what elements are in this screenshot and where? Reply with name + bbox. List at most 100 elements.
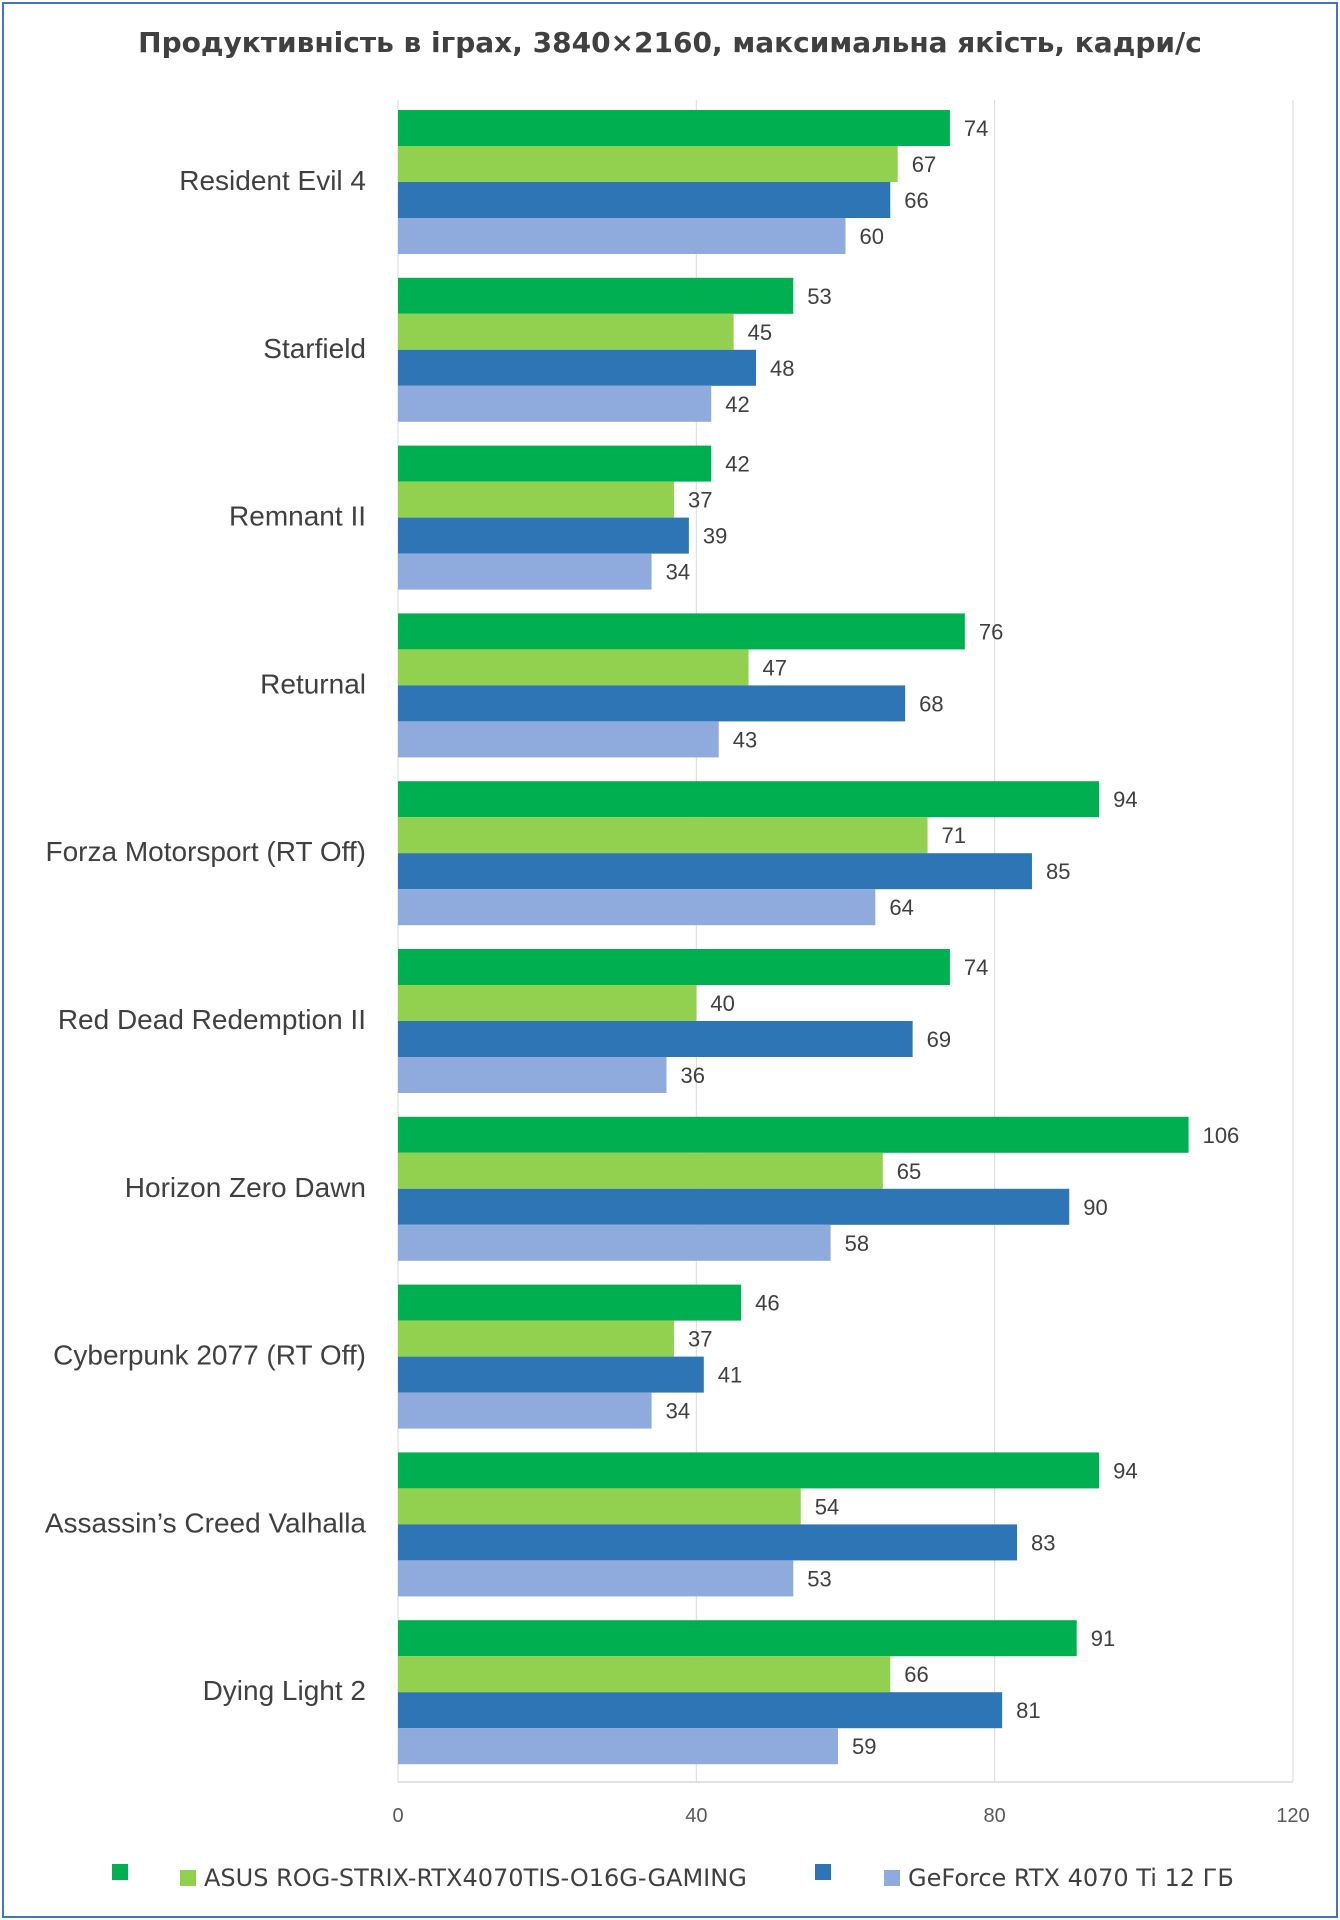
bar	[398, 1224, 831, 1261]
data-label: 74	[964, 116, 988, 141]
legend-label-4: GeForce RTX 4070 Ti 12 ГБ	[908, 1864, 1234, 1892]
bar	[398, 1656, 891, 1693]
data-label: 85	[1046, 859, 1070, 884]
data-label: 54	[815, 1494, 839, 1519]
legend-label-2: ASUS ROG-STRIX-RTX4070TIS-O16G-GAMING	[204, 1864, 747, 1892]
data-label: 68	[919, 691, 943, 716]
data-label: 66	[904, 188, 928, 213]
category-label: Red Dead Redemption II	[58, 1004, 366, 1035]
bar	[398, 889, 876, 926]
x-tick-label: 80	[984, 1805, 1006, 1827]
data-label: 58	[845, 1231, 869, 1256]
bars	[398, 110, 1189, 1765]
category-label: Starfield	[263, 333, 366, 364]
data-label: 76	[979, 619, 1003, 644]
bar	[398, 481, 674, 518]
data-label: 39	[703, 524, 727, 549]
bar	[398, 517, 689, 554]
bar	[398, 1116, 1189, 1153]
bar	[398, 313, 734, 350]
legend-swatch-4	[884, 1870, 900, 1886]
x-tick-label: 0	[392, 1805, 403, 1827]
labels: 0 40 80 120 Resident Evil 4 74 67 66 60 Starfield…	[45, 116, 1310, 1827]
data-label: 46	[755, 1291, 779, 1316]
legend-item-2: ASUS ROG-STRIX-RTX4070TIS-O16G-GAMING	[180, 1864, 747, 1892]
legend: ASUS ROG-STRIX-RTX4070TIS-O16G-GAMING Ge…	[0, 1858, 1340, 1898]
data-label: 42	[725, 392, 749, 417]
bar	[398, 1728, 839, 1765]
bar	[398, 385, 712, 422]
bar	[398, 1356, 704, 1393]
data-label: 53	[807, 1566, 831, 1591]
data-label: 34	[666, 1399, 690, 1424]
legend-swatch-2	[180, 1870, 196, 1886]
bar	[398, 1620, 1077, 1657]
category-label: Horizon Zero Dawn	[125, 1172, 366, 1203]
data-label: 81	[1016, 1698, 1040, 1723]
data-label: 47	[763, 655, 787, 680]
data-label: 90	[1083, 1195, 1107, 1220]
bar	[398, 277, 794, 314]
data-label: 37	[688, 488, 712, 513]
legend-swatch-1	[112, 1864, 128, 1880]
bar	[398, 721, 719, 758]
data-label: 59	[852, 1734, 876, 1759]
bar	[398, 553, 652, 590]
bar	[398, 218, 846, 254]
category-label: Assassin’s Creed Valhalla	[45, 1507, 367, 1538]
data-label: 53	[807, 284, 831, 309]
bar	[398, 649, 749, 686]
bar	[398, 985, 697, 1021]
category-label: Dying Light 2	[203, 1675, 366, 1706]
data-label: 106	[1203, 1123, 1240, 1148]
bar	[398, 1560, 794, 1597]
bar	[398, 1320, 674, 1357]
data-label: 40	[710, 991, 734, 1016]
bar	[398, 613, 965, 650]
bar	[398, 685, 906, 722]
data-label: 64	[889, 895, 913, 920]
data-label: 41	[718, 1363, 742, 1388]
bar	[398, 1021, 913, 1057]
data-label: 48	[770, 356, 794, 381]
bar	[398, 1488, 801, 1525]
data-label: 45	[748, 320, 772, 345]
category-label: Returnal	[260, 668, 366, 699]
data-label: 37	[688, 1327, 712, 1352]
bar	[398, 1188, 1070, 1225]
data-label: 94	[1113, 787, 1137, 812]
bar	[398, 1524, 1018, 1561]
bar	[398, 1392, 652, 1429]
data-label: 67	[912, 152, 936, 177]
bar	[398, 1692, 1003, 1729]
data-label: 94	[1113, 1458, 1137, 1483]
legend-swatch-3	[815, 1864, 831, 1880]
data-label: 36	[681, 1063, 705, 1088]
bar	[398, 182, 891, 218]
bar	[398, 1452, 1100, 1489]
legend-item-1	[112, 1864, 136, 1880]
bar	[398, 1057, 667, 1093]
data-label: 91	[1091, 1626, 1115, 1651]
data-label: 42	[725, 452, 749, 477]
bar	[398, 445, 712, 482]
bar	[398, 853, 1032, 890]
data-label: 34	[666, 560, 690, 585]
chart-title: Продуктивність в іграх, 3840×2160, макси…	[138, 26, 1202, 59]
category-label: Resident Evil 4	[179, 165, 366, 196]
bar	[398, 146, 898, 182]
bar	[398, 949, 950, 985]
bar	[398, 110, 950, 146]
data-label: 74	[964, 955, 988, 980]
category-label: Forza Motorsport (RT Off)	[45, 836, 366, 867]
legend-item-3	[815, 1864, 839, 1880]
bar	[398, 1284, 742, 1321]
data-label: 60	[860, 224, 884, 249]
data-label: 69	[927, 1027, 951, 1052]
bar	[398, 349, 756, 386]
legend-item-4: GeForce RTX 4070 Ti 12 ГБ	[884, 1864, 1234, 1892]
bar	[398, 1152, 883, 1189]
category-label: Cyberpunk 2077 (RT Off)	[53, 1340, 366, 1371]
data-label: 65	[897, 1159, 921, 1184]
